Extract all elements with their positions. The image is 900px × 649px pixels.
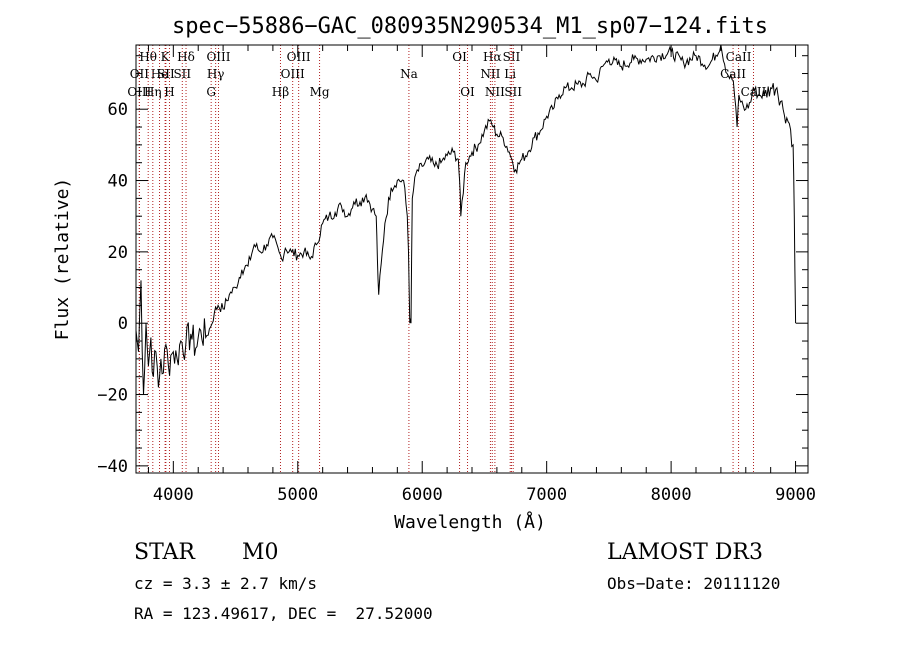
emission-line-label: G	[206, 85, 216, 99]
object-subclass: M0	[242, 540, 279, 565]
emission-line-label: CaII	[720, 67, 746, 81]
emission-line-label: NII	[480, 67, 500, 81]
emission-line-label: Hδ	[177, 50, 195, 64]
y-tick-label: 40	[108, 172, 128, 192]
spectrum-chart: spec−55886−GAC_080935N290534_M1_sp07−124…	[52, 14, 816, 533]
x-tick-label: 7000	[526, 485, 567, 505]
redshift-readout: cz = 3.3 ± 2.7 km/s	[134, 574, 318, 593]
emission-line-label: SII	[503, 50, 521, 64]
x-tick-label: 4000	[153, 485, 194, 505]
y-tick-label: −20	[97, 386, 128, 406]
y-tick-label: −40	[97, 457, 128, 477]
x-tick-label: 8000	[651, 485, 692, 505]
x-axis-label: Wavelength (Å)	[394, 511, 546, 533]
emission-line-label: H	[164, 85, 174, 99]
emission-line-label: Hθ	[139, 50, 157, 64]
emission-line-label: SII	[157, 67, 175, 81]
emission-line-label: Li	[504, 67, 516, 81]
emission-line-label: Hβ	[272, 85, 289, 99]
emission-line-label: Hγ	[207, 67, 225, 81]
emission-line-label: OIII	[127, 85, 151, 99]
x-tick-label: 5000	[277, 485, 318, 505]
emission-line-label: Hα	[483, 50, 502, 64]
y-tick-label: 20	[108, 243, 128, 263]
emission-line-label: OIII	[287, 50, 311, 64]
object-class: STAR	[134, 540, 195, 565]
emission-line-label: CaII	[726, 50, 752, 64]
observation-date: Obs−Date: 20111120	[607, 574, 781, 593]
emission-line-label: OI	[460, 85, 475, 99]
emission-line-label: NII	[485, 85, 505, 99]
y-axis-label: Flux (relative)	[52, 178, 73, 341]
emission-line-label: SII	[173, 67, 191, 81]
emission-line-label: OIII	[206, 50, 230, 64]
survey-name: LAMOST DR3	[607, 540, 763, 565]
axis-ticks: 4000 5000 6000 7000 8000 9000 −40 −20 0 20 40 60	[97, 45, 816, 505]
y-tick-label: 60	[108, 100, 128, 120]
y-tick-label: 0	[118, 314, 128, 334]
coordinates-readout: RA = 123.49617, DEC = 27.52000	[134, 604, 433, 623]
emission-line-label: SII	[504, 85, 522, 99]
x-tick-label: 9000	[775, 485, 816, 505]
emission-line-label: Mg	[310, 85, 330, 99]
x-tick-label: 6000	[402, 485, 443, 505]
emission-line-label: OI	[452, 50, 467, 64]
emission-line-label: He	[151, 67, 169, 81]
emission-line-label: Na	[400, 67, 418, 81]
emission-line-markers: HθOIIOIIIHeHηKSIIHHδSIIOIIIHγGOIIIOIIIHβ…	[127, 45, 767, 473]
chart-title: spec−55886−GAC_080935N290534_M1_sp07−124…	[172, 14, 768, 39]
emission-line-label: Hη	[144, 85, 162, 99]
spectrum-series-line	[135, 44, 797, 395]
emission-line-label: OIII	[281, 67, 305, 81]
plot-frame	[135, 44, 809, 474]
